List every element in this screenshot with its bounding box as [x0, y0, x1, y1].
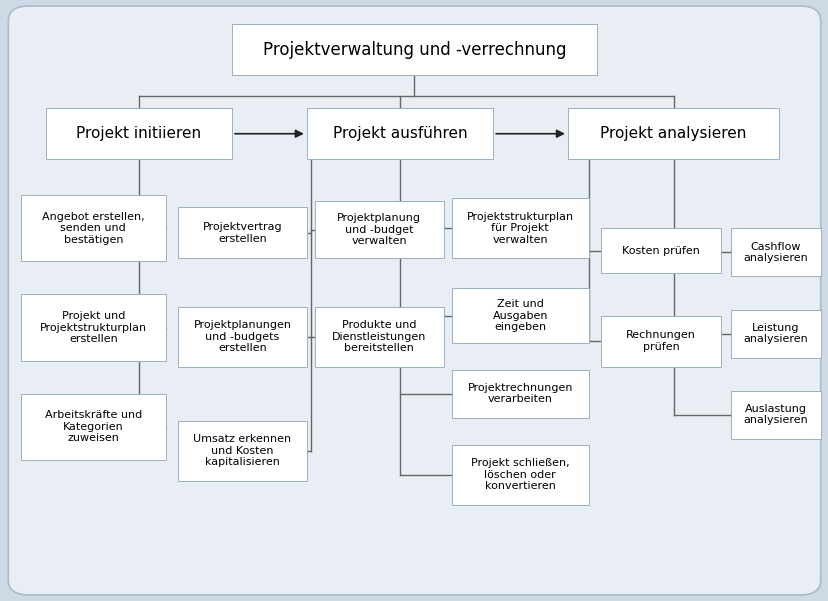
FancyBboxPatch shape	[178, 307, 306, 367]
FancyBboxPatch shape	[232, 24, 596, 75]
Text: Projekt ausführen: Projekt ausführen	[332, 126, 467, 141]
Text: Projektvertrag
erstellen: Projektvertrag erstellen	[202, 222, 282, 243]
FancyBboxPatch shape	[730, 310, 820, 358]
Text: Auslastung
analysieren: Auslastung analysieren	[743, 404, 807, 426]
FancyBboxPatch shape	[600, 316, 720, 367]
Text: Rechnungen
prüfen: Rechnungen prüfen	[625, 331, 696, 352]
FancyBboxPatch shape	[46, 108, 232, 159]
Text: Kosten prüfen: Kosten prüfen	[622, 246, 699, 256]
Text: Projektplanung
und -budget
verwalten: Projektplanung und -budget verwalten	[337, 213, 421, 246]
Text: Zeit und
Ausgaben
eingeben: Zeit und Ausgaben eingeben	[492, 299, 547, 332]
Text: Projekt und
Projektstrukturplan
erstellen: Projekt und Projektstrukturplan erstelle…	[40, 311, 147, 344]
Text: Produkte und
Dienstleistungen
bereitstellen: Produkte und Dienstleistungen bereitstel…	[332, 320, 426, 353]
FancyBboxPatch shape	[315, 307, 443, 367]
Text: Projektplanungen
und -budgets
erstellen: Projektplanungen und -budgets erstellen	[193, 320, 291, 353]
FancyBboxPatch shape	[567, 108, 778, 159]
FancyBboxPatch shape	[306, 108, 493, 159]
FancyBboxPatch shape	[451, 288, 588, 343]
FancyBboxPatch shape	[600, 228, 720, 273]
Text: Angebot erstellen,
senden und
bestätigen: Angebot erstellen, senden und bestätigen	[42, 212, 144, 245]
Text: Cashflow
analysieren: Cashflow analysieren	[743, 242, 807, 263]
Text: Projektstrukturplan
für Projekt
verwalten: Projektstrukturplan für Projekt verwalte…	[466, 212, 573, 245]
FancyBboxPatch shape	[178, 207, 306, 258]
FancyBboxPatch shape	[178, 421, 306, 481]
FancyBboxPatch shape	[730, 228, 820, 276]
Text: Projekt schließen,
löschen oder
konvertieren: Projekt schließen, löschen oder konverti…	[470, 458, 569, 492]
Text: Projekt analysieren: Projekt analysieren	[599, 126, 746, 141]
FancyBboxPatch shape	[451, 370, 588, 418]
FancyBboxPatch shape	[315, 201, 443, 258]
Text: Arbeitskräfte und
Kategorien
zuweisen: Arbeitskräfte und Kategorien zuweisen	[45, 410, 142, 444]
FancyBboxPatch shape	[8, 6, 820, 595]
FancyBboxPatch shape	[21, 294, 166, 361]
FancyBboxPatch shape	[21, 394, 166, 460]
FancyBboxPatch shape	[451, 198, 588, 258]
Text: Projektverwaltung und -verrechnung: Projektverwaltung und -verrechnung	[262, 41, 566, 58]
FancyBboxPatch shape	[21, 195, 166, 261]
Text: Projektrechnungen
verarbeiten: Projektrechnungen verarbeiten	[467, 383, 572, 404]
Text: Umsatz erkennen
und Kosten
kapitalisieren: Umsatz erkennen und Kosten kapitalisiere…	[193, 434, 291, 468]
FancyBboxPatch shape	[451, 445, 588, 505]
Text: Leistung
analysieren: Leistung analysieren	[743, 323, 807, 344]
FancyBboxPatch shape	[730, 391, 820, 439]
Text: Projekt initiieren: Projekt initiieren	[76, 126, 201, 141]
